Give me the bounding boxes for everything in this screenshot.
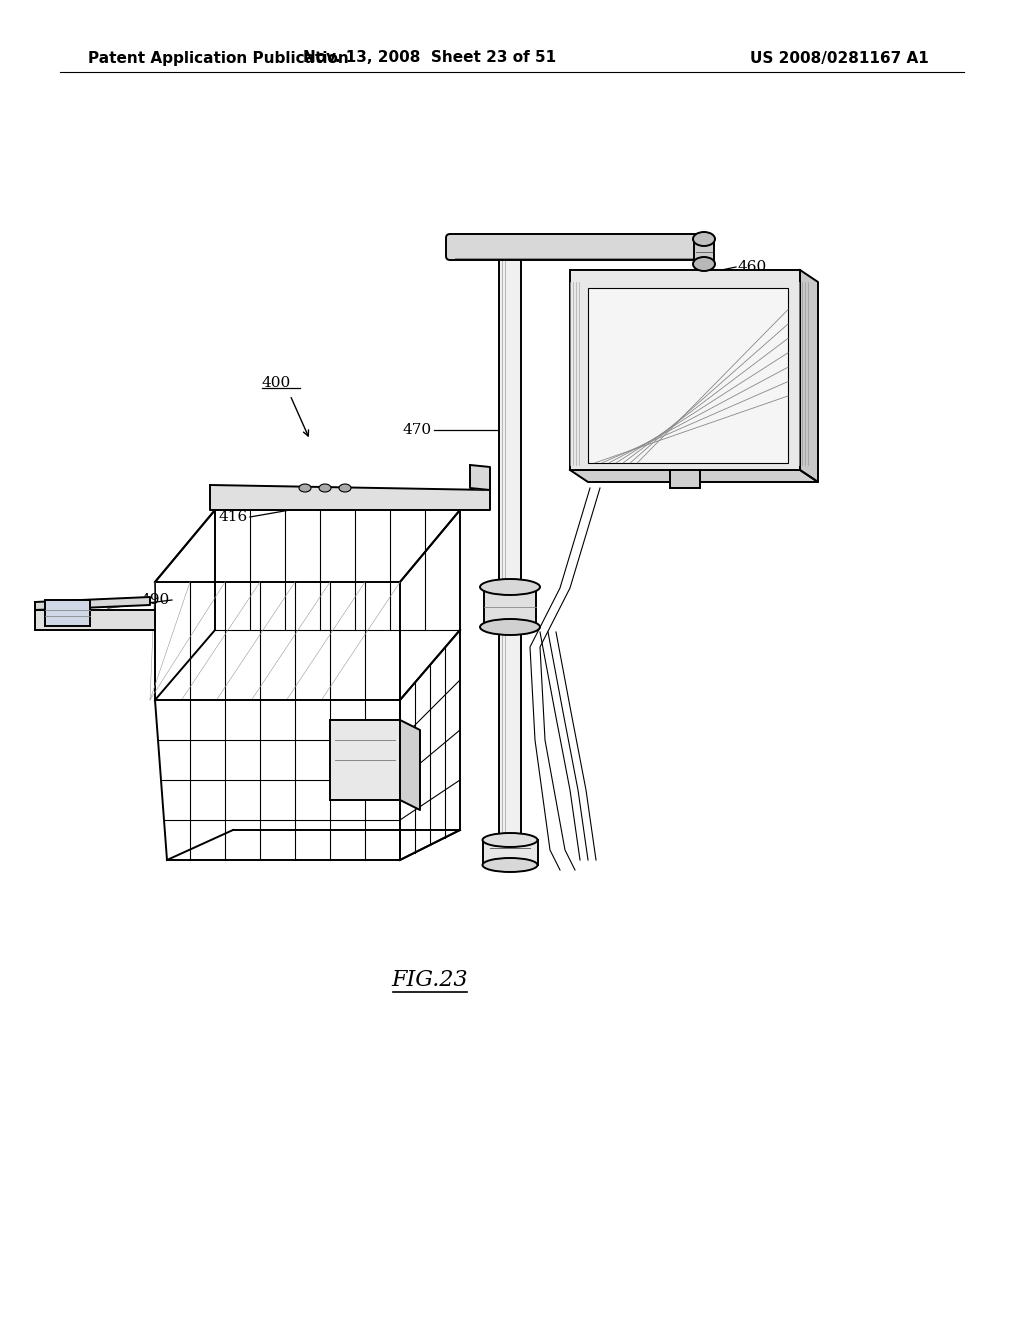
- Bar: [570, 271, 800, 470]
- Text: 416: 416: [219, 510, 248, 524]
- Bar: [35, 610, 155, 630]
- Polygon shape: [470, 465, 490, 490]
- FancyBboxPatch shape: [446, 234, 705, 260]
- Ellipse shape: [482, 833, 538, 847]
- Ellipse shape: [693, 232, 715, 246]
- Ellipse shape: [319, 484, 331, 492]
- Bar: [499, 249, 521, 840]
- Ellipse shape: [693, 257, 715, 271]
- Text: FIG.23: FIG.23: [392, 969, 468, 991]
- Bar: [484, 587, 536, 627]
- Polygon shape: [465, 238, 521, 256]
- Text: Patent Application Publication: Patent Application Publication: [88, 50, 349, 66]
- Ellipse shape: [480, 579, 540, 595]
- Text: Nov. 13, 2008  Sheet 23 of 51: Nov. 13, 2008 Sheet 23 of 51: [303, 50, 557, 66]
- Polygon shape: [35, 597, 150, 610]
- Ellipse shape: [339, 484, 351, 492]
- Bar: [45, 601, 90, 626]
- Polygon shape: [210, 484, 490, 510]
- Polygon shape: [570, 470, 818, 482]
- Text: 470: 470: [402, 422, 432, 437]
- Bar: [670, 470, 700, 488]
- Polygon shape: [800, 271, 818, 482]
- Text: 400: 400: [262, 376, 291, 389]
- Polygon shape: [400, 719, 420, 810]
- Bar: [330, 719, 400, 800]
- Text: 460: 460: [738, 260, 767, 275]
- Bar: [694, 242, 714, 264]
- Text: US 2008/0281167 A1: US 2008/0281167 A1: [750, 50, 929, 66]
- Bar: [588, 288, 788, 463]
- Bar: [483, 840, 538, 865]
- Ellipse shape: [299, 484, 311, 492]
- Text: 490: 490: [140, 593, 170, 607]
- Ellipse shape: [482, 858, 538, 873]
- Ellipse shape: [480, 619, 540, 635]
